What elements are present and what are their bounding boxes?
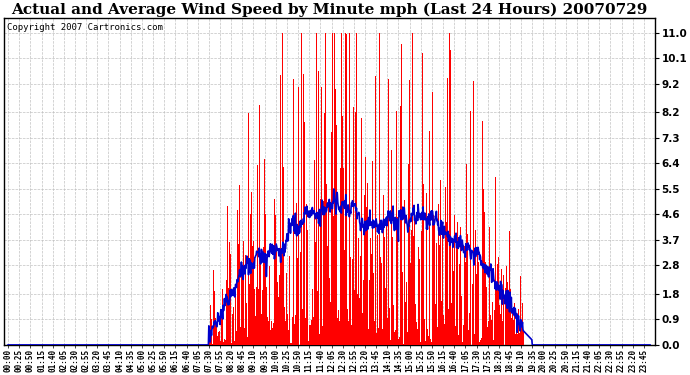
- Title: Actual and Average Wind Speed by Minute mph (Last 24 Hours) 20070729: Actual and Average Wind Speed by Minute …: [11, 3, 647, 17]
- Text: Copyright 2007 Cartronics.com: Copyright 2007 Cartronics.com: [7, 23, 163, 32]
